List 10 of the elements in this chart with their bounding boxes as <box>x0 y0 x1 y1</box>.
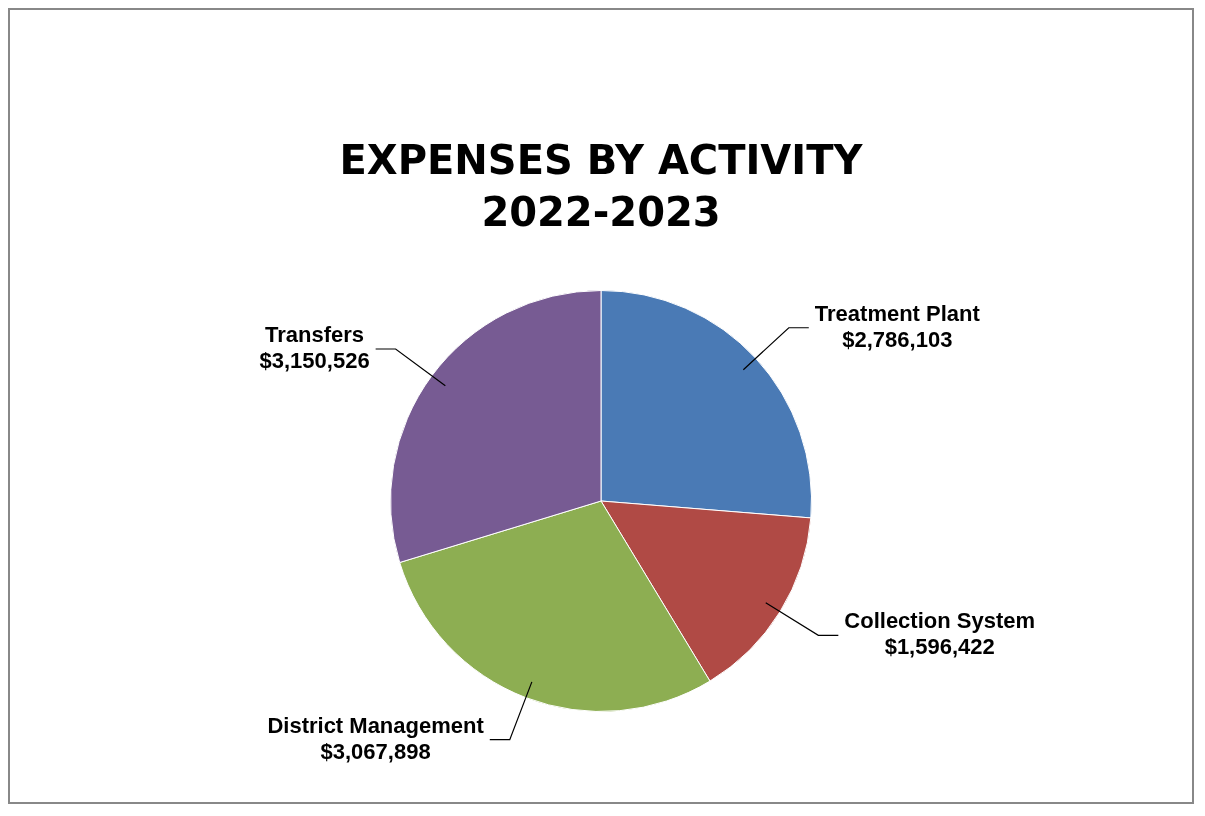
slice-label: District Management <box>267 712 485 738</box>
slice-label: Collection System <box>844 608 1036 634</box>
chart-subtitle: 2022-2023 <box>481 189 721 236</box>
chart-title: EXPENSES BY ACTIVITY <box>339 137 864 184</box>
data-label: $3,150,526 <box>259 348 370 374</box>
slice-label: Transfers <box>265 322 365 348</box>
data-label: $3,067,898 <box>320 738 431 764</box>
slice-label: Treatment Plant <box>814 300 981 326</box>
data-label: $1,596,422 <box>884 634 995 660</box>
data-label: $2,786,103 <box>842 326 953 352</box>
